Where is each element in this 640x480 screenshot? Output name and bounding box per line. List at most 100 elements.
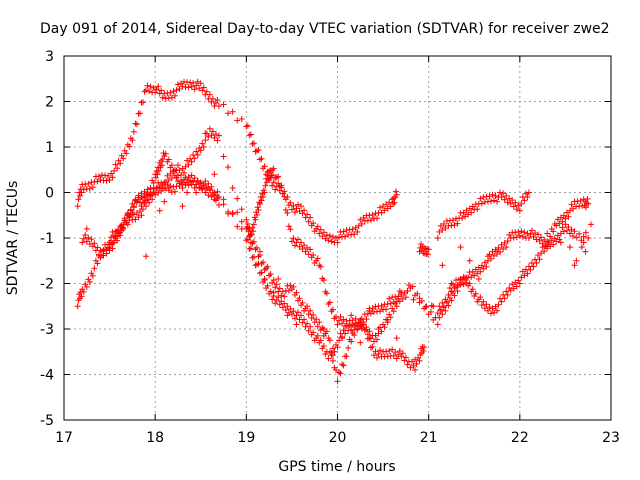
- data-point: [576, 230, 583, 237]
- data-point: [130, 128, 137, 135]
- data-point: [390, 352, 397, 359]
- data-point: [167, 170, 174, 177]
- data-point: [399, 296, 406, 303]
- data-point: [126, 143, 133, 150]
- data-point: [85, 276, 92, 283]
- data-point: [153, 86, 160, 93]
- data-point: [342, 330, 349, 337]
- data-point: [395, 293, 402, 300]
- data-point: [539, 244, 546, 251]
- data-point: [395, 351, 402, 358]
- data-point: [378, 209, 385, 216]
- data-point: [199, 185, 206, 192]
- data-point: [524, 194, 531, 201]
- data-point: [191, 175, 198, 182]
- data-point: [85, 234, 92, 241]
- data-point: [354, 228, 361, 235]
- data-point: [483, 263, 490, 270]
- data-point: [307, 307, 314, 314]
- data-point: [202, 137, 209, 144]
- data-point: [366, 335, 373, 342]
- data-point: [211, 134, 218, 141]
- data-point: [535, 231, 542, 238]
- data-point: [475, 264, 482, 271]
- data-point: [307, 246, 314, 253]
- data-point: [143, 253, 150, 260]
- data-point: [155, 167, 162, 174]
- data-point: [143, 197, 150, 204]
- data-point: [510, 285, 517, 292]
- data-point: [203, 88, 210, 95]
- data-point: [206, 125, 213, 132]
- data-point: [304, 244, 311, 251]
- data-point: [366, 328, 373, 335]
- data-point: [257, 270, 264, 277]
- data-point: [401, 357, 408, 364]
- data-point: [518, 274, 525, 281]
- data-point: [258, 269, 265, 276]
- data-point: [442, 307, 449, 314]
- data-point: [152, 89, 159, 96]
- y-tick-label: -2: [40, 277, 54, 293]
- data-point: [339, 361, 346, 368]
- data-point: [253, 147, 260, 154]
- data-point: [257, 156, 264, 163]
- data-point: [557, 214, 564, 221]
- data-point: [416, 357, 423, 364]
- data-point: [282, 206, 289, 213]
- data-point: [566, 244, 573, 251]
- y-tick-label: -5: [40, 413, 54, 429]
- data-point: [415, 354, 422, 361]
- data-point: [247, 239, 254, 246]
- data-point: [106, 245, 113, 252]
- data-point: [358, 220, 365, 227]
- data-point: [396, 298, 403, 305]
- data-point: [533, 260, 540, 267]
- data-point: [140, 99, 147, 106]
- data-point: [516, 207, 523, 214]
- data-point: [501, 295, 508, 302]
- data-point: [252, 148, 259, 155]
- data-point: [457, 244, 464, 251]
- data-point: [94, 244, 101, 251]
- data-point: [478, 200, 485, 207]
- data-point: [317, 337, 324, 344]
- data-point: [253, 261, 260, 268]
- data-point: [316, 319, 323, 326]
- data-point: [291, 315, 298, 322]
- data-point: [212, 100, 219, 107]
- data-point: [498, 241, 505, 248]
- data-point: [284, 209, 291, 216]
- data-point: [566, 230, 573, 237]
- data-point: [387, 300, 394, 307]
- data-point: [339, 335, 346, 342]
- data-point: [370, 352, 377, 359]
- data-point: [317, 226, 324, 233]
- data-point: [159, 156, 166, 163]
- data-point: [381, 324, 388, 331]
- data-point: [273, 281, 280, 288]
- data-point: [402, 354, 409, 361]
- data-point: [402, 294, 409, 301]
- data-point: [174, 162, 181, 169]
- data-point: [247, 131, 254, 138]
- data-point: [185, 84, 192, 91]
- data-point: [202, 178, 209, 185]
- data-point: [375, 351, 382, 358]
- data-point: [185, 173, 192, 180]
- data-point: [165, 176, 172, 183]
- data-point: [506, 231, 513, 238]
- data-point: [199, 87, 206, 94]
- data-point: [434, 310, 441, 317]
- data-point: [156, 183, 163, 190]
- data-point: [301, 316, 308, 323]
- data-point: [243, 216, 250, 223]
- data-point: [144, 82, 151, 89]
- data-point: [255, 253, 262, 260]
- data-point: [208, 132, 215, 139]
- data-point: [138, 203, 145, 210]
- data-point: [404, 361, 411, 368]
- data-point: [308, 315, 315, 322]
- data-point: [491, 197, 498, 204]
- data-point: [182, 163, 189, 170]
